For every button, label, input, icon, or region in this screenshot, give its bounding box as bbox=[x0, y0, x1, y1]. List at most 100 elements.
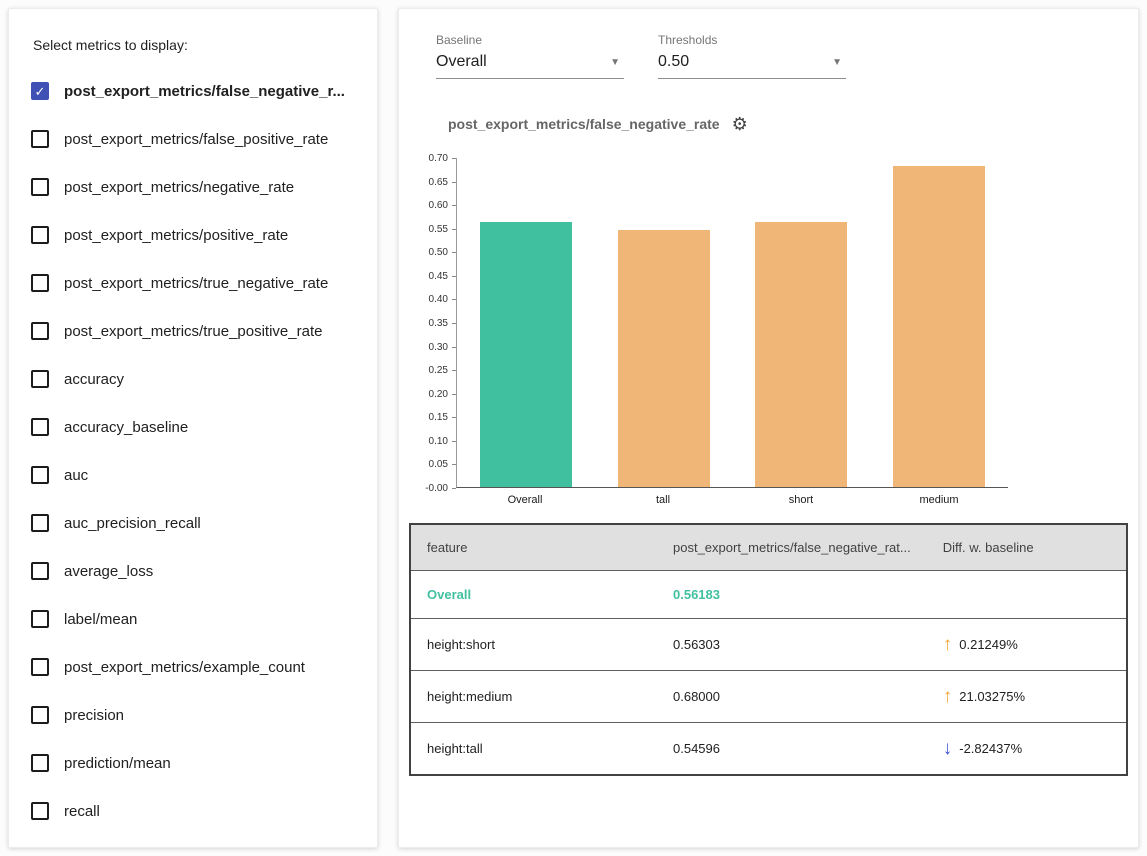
metric-checkbox-item[interactable]: post_export_metrics/true_positive_rate bbox=[31, 307, 355, 355]
y-axis-tick-label: 0.55 bbox=[428, 223, 448, 235]
thresholds-value: 0.50 bbox=[658, 53, 690, 70]
checkbox-unchecked-icon[interactable] bbox=[31, 274, 49, 292]
arrow-down-icon: ↓ bbox=[942, 738, 953, 759]
feature-cell: height:short bbox=[427, 637, 495, 652]
results-panel: Baseline Overall ▼ Thresholds 0.50 ▼ pos… bbox=[398, 8, 1139, 848]
metric-checkbox-item[interactable]: post_export_metrics/example_count bbox=[31, 643, 355, 691]
metric-checkbox-item[interactable]: average_loss bbox=[31, 547, 355, 595]
bar-slot bbox=[595, 229, 733, 487]
metric-checkbox-item[interactable]: accuracy bbox=[31, 355, 355, 403]
metric-checkbox-item[interactable]: auc_precision_recall bbox=[31, 499, 355, 547]
checkbox-unchecked-icon[interactable] bbox=[31, 322, 49, 340]
metric-checkbox-item[interactable]: precision bbox=[31, 691, 355, 739]
diff-cell bbox=[927, 571, 1127, 619]
y-axis-tick-label: 0.65 bbox=[428, 176, 448, 188]
checkbox-unchecked-icon[interactable] bbox=[31, 514, 49, 532]
y-axis-tick-label: 0.60 bbox=[428, 200, 448, 212]
feature-cell: height:medium bbox=[427, 689, 513, 704]
diff-value: 21.03275% bbox=[959, 689, 1026, 704]
metric-label: accuracy_baseline bbox=[64, 418, 189, 436]
metric-checkbox-item[interactable]: prediction/mean bbox=[31, 739, 355, 787]
checkbox-unchecked-icon[interactable] bbox=[31, 466, 49, 484]
y-axis-tick-mark bbox=[452, 252, 456, 254]
metric-label: average_loss bbox=[64, 562, 154, 580]
chart-header: post_export_metrics/false_negative_rate … bbox=[448, 115, 1128, 133]
bar-slot bbox=[870, 166, 1008, 487]
settings-gear-icon[interactable]: ⚙ bbox=[731, 114, 748, 134]
bar-tall[interactable] bbox=[617, 229, 710, 487]
y-axis-tick-label: 0.30 bbox=[428, 341, 448, 353]
y-axis-tick-label: 0.35 bbox=[428, 318, 448, 329]
diff-value: 0.21249% bbox=[959, 637, 1018, 652]
metric-label: precision bbox=[64, 706, 125, 724]
checkbox-checked-icon[interactable]: ✓ bbox=[31, 82, 49, 100]
metric-label: post_export_metrics/false_positive_rate bbox=[64, 130, 329, 148]
y-axis-tick-label: 0.25 bbox=[428, 365, 448, 377]
y-axis-tick-mark bbox=[452, 323, 456, 324]
checkbox-unchecked-icon[interactable] bbox=[31, 706, 49, 724]
checkbox-unchecked-icon[interactable] bbox=[31, 802, 49, 820]
table-header-row: feature post_export_metrics/false_negati… bbox=[410, 524, 1127, 571]
thresholds-select[interactable]: 0.50 ▼ bbox=[658, 50, 846, 79]
checkbox-unchecked-icon[interactable] bbox=[31, 370, 49, 388]
metric-checkbox-item[interactable]: ✓ post_export_metrics/false_negative_r... bbox=[31, 67, 355, 115]
bar-medium[interactable] bbox=[893, 166, 986, 487]
table-row[interactable]: height:short 0.56303 ↑ 0.21249% bbox=[410, 618, 1127, 671]
metric-checkbox-item[interactable]: auc bbox=[31, 451, 355, 499]
checkbox-unchecked-icon[interactable] bbox=[31, 754, 49, 772]
y-axis-tick-label: 0.10 bbox=[428, 435, 448, 447]
metric-label: post_export_metrics/false_negative_r... bbox=[64, 82, 345, 100]
checkbox-unchecked-icon[interactable] bbox=[31, 418, 49, 436]
metric-checkbox-item[interactable]: accuracy_baseline bbox=[31, 403, 355, 451]
table-row[interactable]: height:tall 0.54596 ↓ -2.82437% bbox=[410, 722, 1127, 776]
metric-label: post_export_metrics/example_count bbox=[64, 658, 305, 676]
metric-label: label/mean bbox=[64, 610, 138, 628]
checkbox-unchecked-icon[interactable] bbox=[31, 658, 49, 676]
dropdown-arrow-icon: ▼ bbox=[832, 56, 842, 68]
bar-slot bbox=[457, 222, 595, 487]
y-axis-tick-mark bbox=[452, 228, 456, 230]
checkbox-unchecked-icon[interactable] bbox=[31, 562, 49, 580]
bar-chart: Overall tall short medium 0.70 0.65 0.60 0.55 0… bbox=[416, 153, 1128, 511]
chart-title: post_export_metrics/false_negative_rate bbox=[448, 116, 720, 132]
dropdown-arrow-icon: ▼ bbox=[610, 56, 620, 68]
metric-checkbox-item[interactable]: post_export_metrics/positive_rate bbox=[31, 211, 355, 259]
col-header-diff: Diff. w. baseline bbox=[926, 524, 1127, 571]
checkbox-unchecked-icon[interactable] bbox=[31, 610, 49, 628]
metric-value-cell: 0.56303 bbox=[673, 637, 720, 652]
metric-value-cell: 0.56183 bbox=[673, 587, 720, 602]
bar-short[interactable] bbox=[755, 221, 848, 487]
metric-checkbox-item[interactable]: recall bbox=[31, 787, 355, 835]
feature-cell: Overall bbox=[427, 587, 472, 602]
y-axis-tick-mark bbox=[452, 464, 456, 466]
metric-checkbox-item[interactable]: post_export_metrics/false_positive_rate bbox=[31, 115, 355, 163]
metric-checkbox-item[interactable]: post_export_metrics/true_negative_rate bbox=[31, 259, 355, 307]
metric-select-sidebar: Select metrics to display: ✓ post_export_… bbox=[8, 8, 378, 848]
baseline-label: Baseline bbox=[436, 33, 483, 47]
metric-label: post_export_metrics/true_positive_rate bbox=[64, 322, 323, 340]
checkbox-unchecked-icon[interactable] bbox=[31, 178, 49, 196]
diff-cell: ↓ -2.82437% bbox=[927, 723, 1127, 776]
x-axis-label: tall bbox=[655, 494, 671, 506]
diff-cell: ↑ 0.21249% bbox=[927, 619, 1127, 671]
table-row[interactable]: Overall 0.56183 bbox=[410, 570, 1127, 619]
table-row[interactable]: height:medium 0.68000 ↑ 21.03275% bbox=[410, 670, 1127, 723]
y-axis-tick-mark bbox=[452, 370, 456, 372]
metric-value-cell: 0.68000 bbox=[673, 689, 720, 704]
baseline-value: Overall bbox=[436, 53, 487, 70]
checkbox-unchecked-icon[interactable] bbox=[31, 130, 49, 148]
checkbox-unchecked-icon[interactable] bbox=[31, 226, 49, 244]
bar-Overall[interactable] bbox=[479, 222, 572, 487]
y-axis-tick-mark bbox=[452, 440, 456, 442]
metric-label: post_export_metrics/positive_rate bbox=[64, 226, 289, 244]
metric-value-cell: 0.54596 bbox=[673, 741, 720, 756]
metric-checkbox-item[interactable]: post_export_metrics/negative_rate bbox=[31, 163, 355, 211]
metric-checkbox-item[interactable]: label/mean bbox=[31, 595, 355, 643]
metric-label: prediction/mean bbox=[64, 754, 171, 772]
x-axis-label: Overall bbox=[507, 494, 543, 506]
baseline-select[interactable]: Overall ▼ bbox=[436, 50, 624, 79]
y-axis-tick-mark bbox=[452, 205, 456, 207]
x-axis-labels: Overall tall short medium bbox=[456, 494, 1008, 506]
y-axis-tick-mark bbox=[452, 393, 456, 395]
y-axis-tick-mark bbox=[452, 346, 456, 348]
